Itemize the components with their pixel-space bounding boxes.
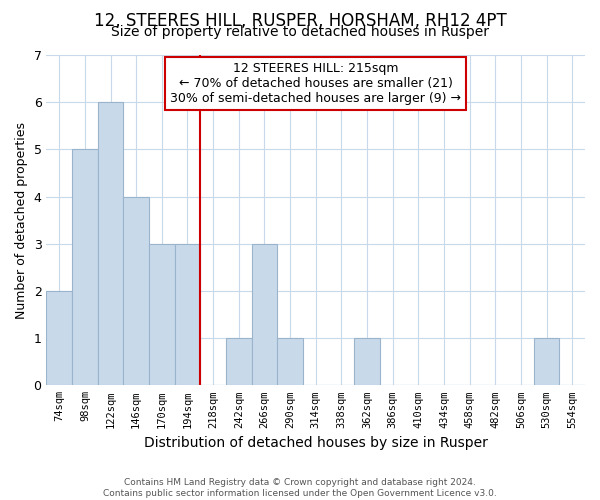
- Text: 12 STEERES HILL: 215sqm
← 70% of detached houses are smaller (21)
30% of semi-de: 12 STEERES HILL: 215sqm ← 70% of detache…: [170, 62, 461, 104]
- Bar: [46, 291, 72, 386]
- Bar: [72, 150, 98, 386]
- Y-axis label: Number of detached properties: Number of detached properties: [15, 122, 28, 318]
- Bar: [354, 338, 380, 386]
- X-axis label: Distribution of detached houses by size in Rusper: Distribution of detached houses by size …: [144, 436, 488, 450]
- Bar: [98, 102, 124, 386]
- Bar: [175, 244, 200, 386]
- Bar: [251, 244, 277, 386]
- Bar: [124, 196, 149, 386]
- Bar: [226, 338, 251, 386]
- Bar: [149, 244, 175, 386]
- Text: Contains HM Land Registry data © Crown copyright and database right 2024.
Contai: Contains HM Land Registry data © Crown c…: [103, 478, 497, 498]
- Text: Size of property relative to detached houses in Rusper: Size of property relative to detached ho…: [111, 25, 489, 39]
- Bar: [277, 338, 303, 386]
- Bar: [534, 338, 559, 386]
- Text: 12, STEERES HILL, RUSPER, HORSHAM, RH12 4PT: 12, STEERES HILL, RUSPER, HORSHAM, RH12 …: [94, 12, 506, 30]
